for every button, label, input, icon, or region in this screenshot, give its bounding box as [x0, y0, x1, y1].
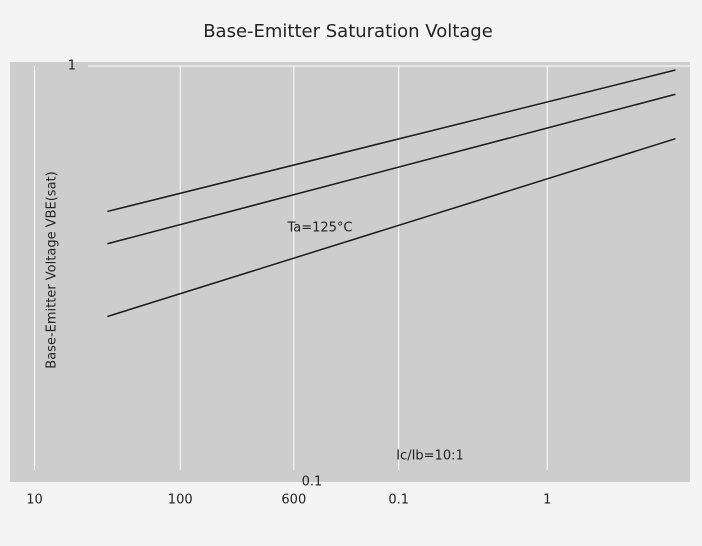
series-line — [107, 138, 676, 318]
x-tick-label: 0.1 — [388, 493, 409, 508]
annotation: 0.1 — [302, 475, 323, 490]
series-line — [107, 93, 676, 245]
series-line — [107, 69, 676, 213]
x-tick-label: 10 — [26, 493, 43, 508]
annotation: Ta=125°C — [286, 221, 352, 236]
x-tick-label: 600 — [281, 493, 306, 508]
x-tick-label: 100 — [168, 493, 193, 508]
y-tick-label: 1 — [68, 59, 76, 74]
plot-area — [10, 62, 690, 482]
x-tick-label: 1 — [543, 493, 551, 508]
y-axis-label: Base-Emitter Voltage VBE(sat) — [45, 171, 60, 368]
chart-title: Base-Emitter Saturation Voltage — [203, 21, 493, 42]
annotation: Ic/Ib=10:1 — [396, 449, 464, 464]
